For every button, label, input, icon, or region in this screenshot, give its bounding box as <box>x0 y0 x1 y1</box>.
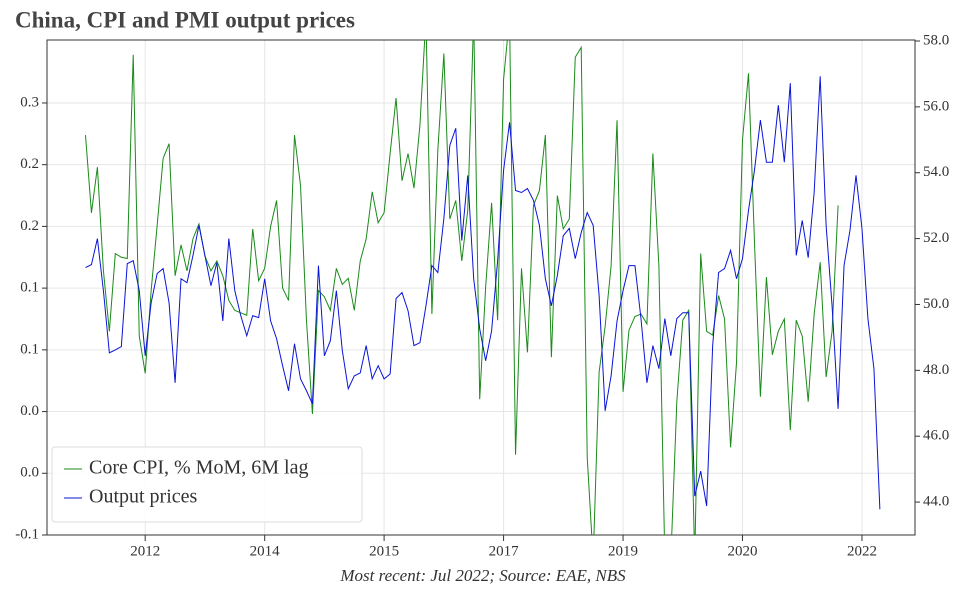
x-tick-label: 2017 <box>489 543 520 559</box>
y2-tick-label: 48.0 <box>923 362 949 378</box>
y-tick-label: 0.0 <box>20 465 39 481</box>
plot-frame <box>46 39 916 536</box>
series-line <box>84 40 839 535</box>
y-tick-label: 0.3 <box>20 94 39 110</box>
x-tick-label: 2020 <box>727 543 757 559</box>
legend-box <box>51 446 363 523</box>
x-tick-label: 2012 <box>130 543 160 559</box>
y-tick-label: 0.2 <box>20 156 39 172</box>
chart-title: China, CPI and PMI output prices <box>15 7 355 32</box>
y2-tick-label: 50.0 <box>923 296 949 312</box>
grid <box>47 40 915 536</box>
series-line <box>85 76 881 510</box>
footnote: Most recent: Jul 2022; Source: EAE, NBS <box>339 566 626 585</box>
y-tick-label: 0.1 <box>20 280 39 296</box>
x-tick-label: 2019 <box>608 543 638 559</box>
y-tick-label: 0.2 <box>20 218 39 234</box>
y2-tick-label: 54.0 <box>923 164 949 180</box>
y2-tick-label: 58.0 <box>923 32 949 48</box>
x-tick-label: 2015 <box>369 543 399 559</box>
y-tick-label: -0.1 <box>15 526 39 542</box>
x-tick-label: 2014 <box>250 543 281 559</box>
x-tick-label: 2022 <box>847 543 877 559</box>
y-tick-label: 0.0 <box>20 403 39 419</box>
legend-label: Core CPI, % MoM, 6M lag <box>89 457 308 479</box>
y2-tick-label: 44.0 <box>923 494 949 510</box>
y-tick-label: 0.1 <box>20 341 39 357</box>
y2-tick-label: 56.0 <box>923 98 949 114</box>
legend-label: Output prices <box>89 486 198 508</box>
y2-tick-label: 52.0 <box>923 230 949 246</box>
y2-tick-label: 46.0 <box>923 428 949 444</box>
